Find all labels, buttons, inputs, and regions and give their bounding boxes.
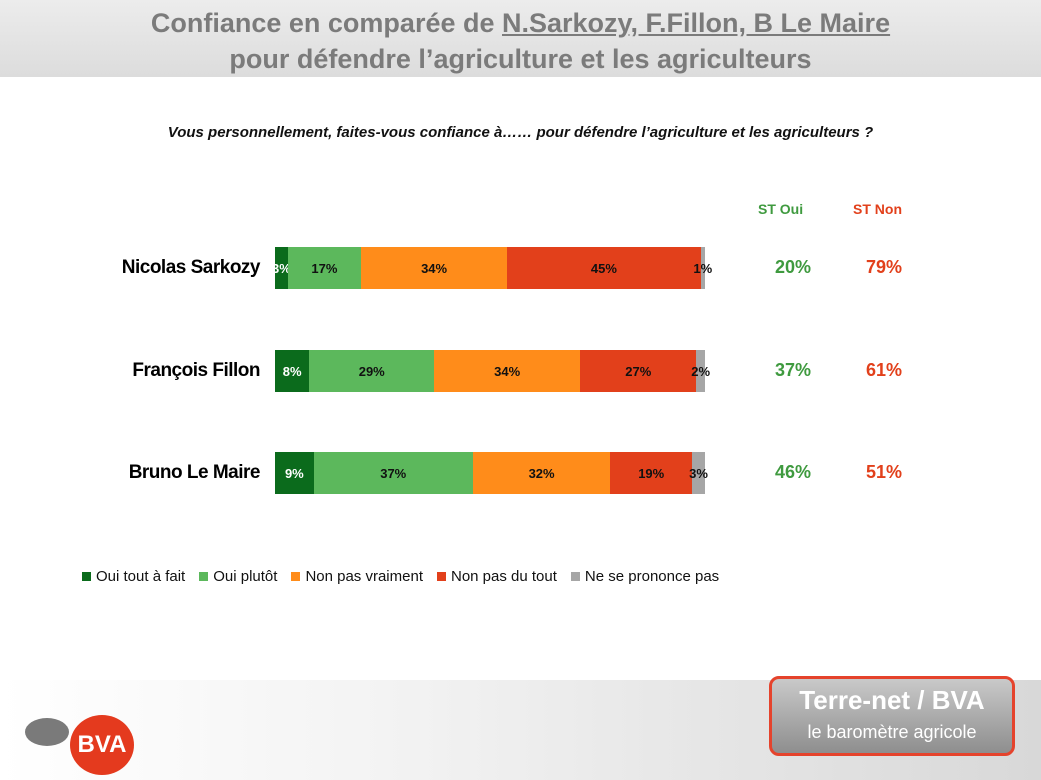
data-label: 3% — [689, 465, 708, 481]
legend-item: Non pas du tout — [437, 568, 557, 585]
stacked-bar: 8% 29% 34% 27% 2% — [275, 350, 710, 392]
legend-label: Non pas du tout — [451, 568, 557, 585]
data-label: 29% — [358, 363, 385, 379]
data-label: 1% — [693, 260, 713, 276]
bar-segment: 3% — [689, 452, 708, 494]
st-non-value: 61% — [865, 360, 903, 380]
data-label: 34% — [494, 363, 521, 379]
st-oui-value: 20% — [774, 257, 812, 277]
data-label: 45% — [590, 260, 617, 276]
legend-label: Oui plutôt — [213, 568, 278, 585]
title-names: N.Sarkozy, F.Fillon, B Le Maire — [502, 8, 891, 38]
brand-line-1: Terre-net / BVA — [799, 685, 985, 715]
bar-segment: 17% — [287, 247, 361, 289]
legend-label: Oui tout à fait — [96, 568, 186, 585]
data-label: 3% — [272, 260, 291, 276]
bar-segment: 9% — [275, 452, 314, 494]
data-label: 2% — [691, 363, 711, 379]
bar-segment: 34% — [360, 247, 508, 289]
legend-item: Ne se prononce pas — [570, 568, 720, 585]
legend-swatch — [291, 572, 301, 581]
legend-item: Oui tout à fait — [82, 568, 185, 585]
legend-swatch — [82, 572, 91, 581]
legend-item: Oui plutôt — [199, 568, 277, 585]
bar-segment: 1% — [693, 247, 712, 289]
category-label: Bruno Le Maire — [128, 462, 261, 483]
data-label: 19% — [638, 465, 665, 481]
bar-segment: 3% — [272, 247, 291, 289]
stacked-bar: 9% 37% 32% 19% 3% — [275, 452, 708, 494]
brand-line-2: le baromètre agricole — [807, 722, 977, 742]
st-non-value: 51% — [865, 462, 903, 482]
bar-segment: 27% — [580, 350, 697, 392]
title-line-2: pour défendre l’agriculture et les agric… — [229, 44, 812, 74]
terre-net-bva-logo: Terre-net / BVA le baromètre agricole — [769, 676, 1015, 756]
bar-segment: 45% — [507, 247, 701, 289]
data-label: 8% — [282, 363, 302, 379]
st-non-header: ST Non — [853, 201, 902, 217]
bar-segment: 29% — [309, 350, 435, 392]
survey-question: Vous personnellement, faites-vous confia… — [167, 124, 874, 141]
stacked-bar: 3% 17% 34% 45% 1% — [272, 247, 712, 289]
legend-label: Non pas vraiment — [305, 568, 423, 585]
bar-segment: 32% — [472, 452, 611, 494]
legend-swatch — [570, 572, 580, 581]
bva-logo: BVA — [70, 715, 134, 775]
title-line-1: Confiance en comparée de N.Sarkozy, F.Fi… — [150, 8, 891, 38]
st-non-value: 79% — [865, 257, 903, 277]
st-oui-value: 37% — [774, 360, 812, 380]
grey-oval-decoration — [25, 718, 69, 746]
bar-segment: 34% — [434, 350, 581, 392]
legend-swatch — [199, 572, 209, 581]
legend-label: Ne se prononce pas — [584, 568, 720, 585]
category-label: François Fillon — [132, 360, 260, 381]
chart-legend: Oui tout à fait Oui plutôt Non pas vraimen… — [82, 568, 733, 585]
bar-segment: 37% — [313, 452, 473, 494]
category-label: Nicolas Sarkozy — [121, 257, 261, 278]
legend-item: Non pas vraiment — [291, 568, 423, 585]
header-band — [0, 0, 1041, 77]
bar-segment: 2% — [691, 350, 710, 392]
st-oui-value: 46% — [774, 462, 812, 482]
data-label: 9% — [284, 465, 304, 481]
bar-segment: 8% — [275, 350, 310, 392]
legend-swatch — [437, 572, 446, 581]
data-label: 27% — [625, 363, 652, 379]
data-label: 32% — [528, 465, 555, 481]
st-oui-header: ST Oui — [758, 201, 804, 217]
data-label: 34% — [421, 260, 448, 276]
bar-segment: 19% — [610, 452, 693, 494]
data-label: 37% — [380, 465, 407, 481]
data-label: 17% — [311, 260, 338, 276]
